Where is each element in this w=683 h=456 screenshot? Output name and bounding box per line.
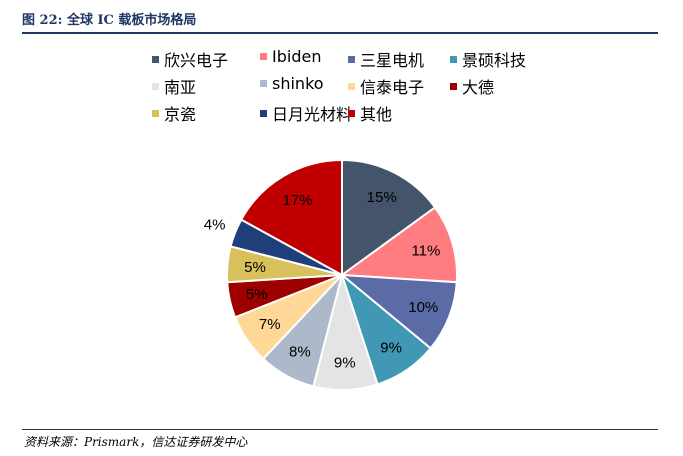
legend-label: Ibiden [272, 47, 322, 66]
legend-swatch [450, 55, 457, 63]
data-label: 9% [380, 339, 402, 356]
legend-label: 其他 [360, 105, 393, 124]
top-rule [22, 32, 658, 34]
legend-swatch [260, 80, 267, 87]
pie-slice [341, 158, 437, 277]
legend-swatch [152, 82, 159, 90]
data-label: 4% [204, 217, 226, 234]
data-label: 15% [367, 189, 397, 206]
legend-item: 京瓷 [152, 101, 196, 125]
legend-item: 南亚 [152, 74, 196, 98]
legend-label: 京瓷 [164, 105, 197, 124]
legend-swatch [450, 82, 457, 90]
legend-item: 景硕科技 [450, 47, 526, 71]
legend-item: 欣兴电子 [152, 47, 228, 71]
legend-swatch [260, 53, 267, 60]
legend-swatch [348, 55, 355, 63]
data-label: 10% [408, 299, 438, 316]
bottom-rule [22, 429, 658, 430]
legend-item: shinko [260, 74, 324, 93]
pie-slice [339, 206, 458, 284]
data-label: 5% [244, 259, 266, 276]
legend-item: Ibiden [260, 47, 321, 66]
legend-item: 三星电机 [348, 47, 424, 71]
data-label: 9% [334, 354, 356, 371]
legend-label: 大德 [462, 78, 495, 97]
data-label: 17% [282, 192, 312, 209]
legend-label: shinko [272, 74, 324, 93]
legend-label: 景硕科技 [462, 51, 527, 70]
data-label: 5% [246, 286, 268, 303]
legend-swatch [260, 109, 267, 117]
legend-label: 信泰电子 [360, 78, 425, 97]
legend-item: 日月光材料 [260, 101, 352, 125]
legend-item: 其他 [348, 101, 392, 125]
figure-title: 图 22: 全球 IC 载板市场格局 [22, 13, 197, 28]
legend-swatch [152, 55, 159, 63]
legend-label: 南亚 [164, 78, 197, 97]
pie-slice [239, 158, 343, 277]
pie-slice [338, 273, 458, 350]
legend-label: 欣兴电子 [164, 51, 229, 70]
data-label: 7% [259, 316, 281, 333]
legend-item: 大德 [450, 74, 494, 98]
legend-item: 信泰电子 [348, 74, 424, 98]
legend-swatch [152, 109, 159, 117]
data-label: 11% [411, 243, 440, 260]
source-note: 资料来源：Prismark，信达证券研发中心 [24, 435, 248, 449]
data-label: 8% [289, 344, 311, 361]
legend-swatch [348, 109, 355, 117]
legend-label: 三星电机 [360, 51, 425, 70]
legend-swatch [348, 82, 355, 90]
legend-label: 日月光材料 [272, 105, 353, 124]
